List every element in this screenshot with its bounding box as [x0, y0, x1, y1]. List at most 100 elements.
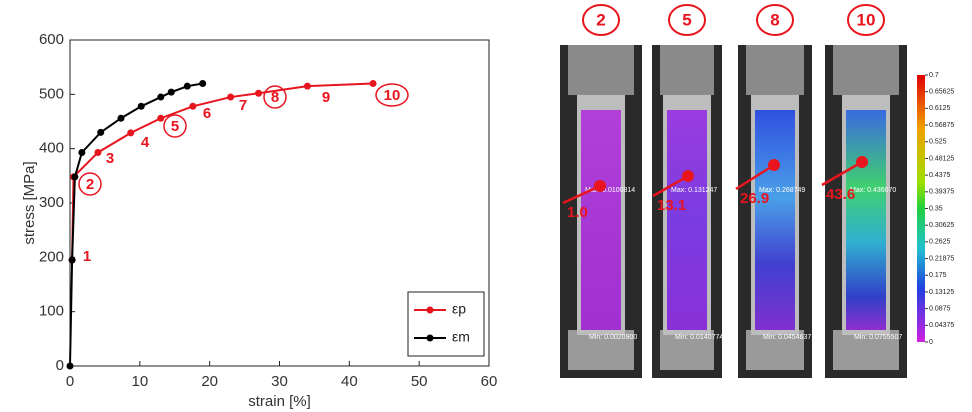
- point: [68, 256, 76, 264]
- legend-marker: [426, 334, 434, 342]
- panel-label: 2: [596, 10, 605, 29]
- point: [117, 114, 125, 122]
- point: [137, 102, 145, 110]
- photo-grip: [746, 45, 804, 95]
- annotation: 8: [271, 89, 279, 106]
- panel-label: 8: [770, 10, 779, 29]
- strain-value: 26.9: [740, 190, 769, 207]
- photo-grip: [833, 45, 899, 95]
- x-tick-label: 60: [481, 373, 498, 390]
- legend-label: εm: [452, 329, 470, 345]
- x-tick-label: 20: [201, 373, 218, 390]
- max-label: Max: 0.131247: [671, 187, 717, 194]
- x-tick-label: 40: [341, 373, 358, 390]
- y-tick-label: 400: [39, 140, 64, 157]
- point: [157, 114, 165, 122]
- point: [255, 89, 263, 97]
- photo-grip: [660, 45, 714, 95]
- point: [71, 173, 79, 181]
- colorbar-tick-label: 0.7: [929, 72, 939, 79]
- annotation: 6: [203, 105, 211, 122]
- point: [78, 148, 86, 156]
- min-label: Min: 0.0140774: [675, 334, 723, 341]
- strain-value: 1.0: [567, 204, 588, 221]
- legend-label: εp: [452, 301, 466, 317]
- strain-field: [846, 110, 886, 330]
- colorbar-tick-label: 0: [929, 339, 933, 346]
- y-tick-label: 300: [39, 194, 64, 211]
- x-tick-label: 10: [131, 373, 148, 390]
- y-tick-label: 100: [39, 303, 64, 320]
- legend-box: [407, 291, 485, 357]
- colorbar-tick-label: 0.04375: [929, 322, 954, 329]
- point: [227, 93, 235, 101]
- max-label: Max: 0.268749: [759, 187, 805, 194]
- point: [157, 93, 165, 101]
- annotation: 7: [239, 97, 247, 114]
- x-tick-label: 0: [66, 373, 74, 390]
- point: [66, 362, 74, 370]
- strain-value: 43.6: [826, 186, 855, 203]
- measure-point: [682, 170, 694, 182]
- measure-point: [594, 180, 606, 192]
- point: [94, 148, 102, 156]
- point: [97, 128, 105, 136]
- photo-grip: [568, 45, 634, 95]
- strain-field: [755, 110, 795, 330]
- measure-point: [768, 159, 780, 171]
- y-tick-label: 500: [39, 85, 64, 102]
- panel-label: 5: [682, 10, 691, 29]
- annotation-circle: [263, 85, 287, 109]
- colorbar-tick-label: 0.65625: [929, 89, 954, 96]
- measure-point: [856, 156, 868, 168]
- colorbar-tick-label: 0.525: [929, 139, 947, 146]
- photo-grip: [833, 330, 899, 370]
- annotation: 5: [171, 118, 179, 135]
- colorbar-tick-label: 0.4375: [929, 172, 951, 179]
- colorbar-tick-label: 0.48125: [929, 155, 954, 162]
- pointer: [652, 174, 689, 198]
- annotation-circle: [78, 172, 102, 196]
- point: [303, 82, 311, 90]
- point: [127, 129, 135, 137]
- colorbar-tick-label: 0.175: [929, 272, 947, 279]
- max-label: Max: 0.436070: [850, 187, 896, 194]
- colorbar-tick-label: 0.2625: [929, 239, 951, 246]
- y-axis-label: stress [MPa]: [21, 161, 38, 244]
- x-tick-label: 50: [411, 373, 428, 390]
- annotation-circle: [375, 83, 409, 107]
- x-axis-label: strain [%]: [248, 393, 311, 410]
- annotation: 4: [141, 134, 150, 151]
- point: [369, 79, 377, 87]
- colorbar: [917, 75, 925, 342]
- point: [199, 79, 207, 87]
- colorbar-tick-label: 0.0875: [929, 305, 951, 312]
- min-label: Min: 0.0020900: [589, 334, 637, 341]
- pointer: [562, 184, 601, 205]
- panel-label-circle: [582, 4, 620, 36]
- point: [189, 102, 197, 110]
- panel-label: 10: [857, 10, 876, 29]
- annotation: 3: [106, 150, 114, 167]
- y-tick-label: 0: [56, 357, 64, 374]
- strain-field: [667, 110, 707, 330]
- y-tick-label: 600: [39, 31, 64, 48]
- max-label: Max: 0.0100814: [585, 187, 635, 194]
- photo-grip: [746, 330, 804, 370]
- colorbar-tick-label: 0.39375: [929, 189, 954, 196]
- min-label: Min: 0.0454637: [763, 334, 811, 341]
- pointer: [821, 160, 863, 187]
- annotation: 10: [384, 87, 401, 104]
- colorbar-tick-label: 0.6125: [929, 105, 951, 112]
- colorbar-tick-label: 0.35: [929, 205, 943, 212]
- annotation: 9: [322, 89, 330, 106]
- colorbar-tick-label: 0.21875: [929, 255, 954, 262]
- strain-value: 13.1: [657, 197, 686, 214]
- min-label: Min: 0.0755507: [854, 334, 902, 341]
- colorbar-tick-label: 0.56875: [929, 122, 954, 129]
- point: [183, 82, 191, 90]
- annotation: 2: [86, 176, 94, 193]
- annotation-circle: [163, 114, 187, 138]
- pointer: [735, 163, 775, 191]
